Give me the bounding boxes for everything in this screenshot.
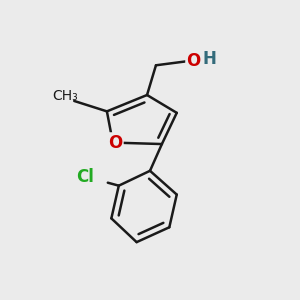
Text: O: O xyxy=(187,52,201,70)
Text: CH₃: CH₃ xyxy=(52,89,78,103)
Text: Cl: Cl xyxy=(76,168,94,186)
Text: H: H xyxy=(202,50,216,68)
Text: O: O xyxy=(108,134,122,152)
